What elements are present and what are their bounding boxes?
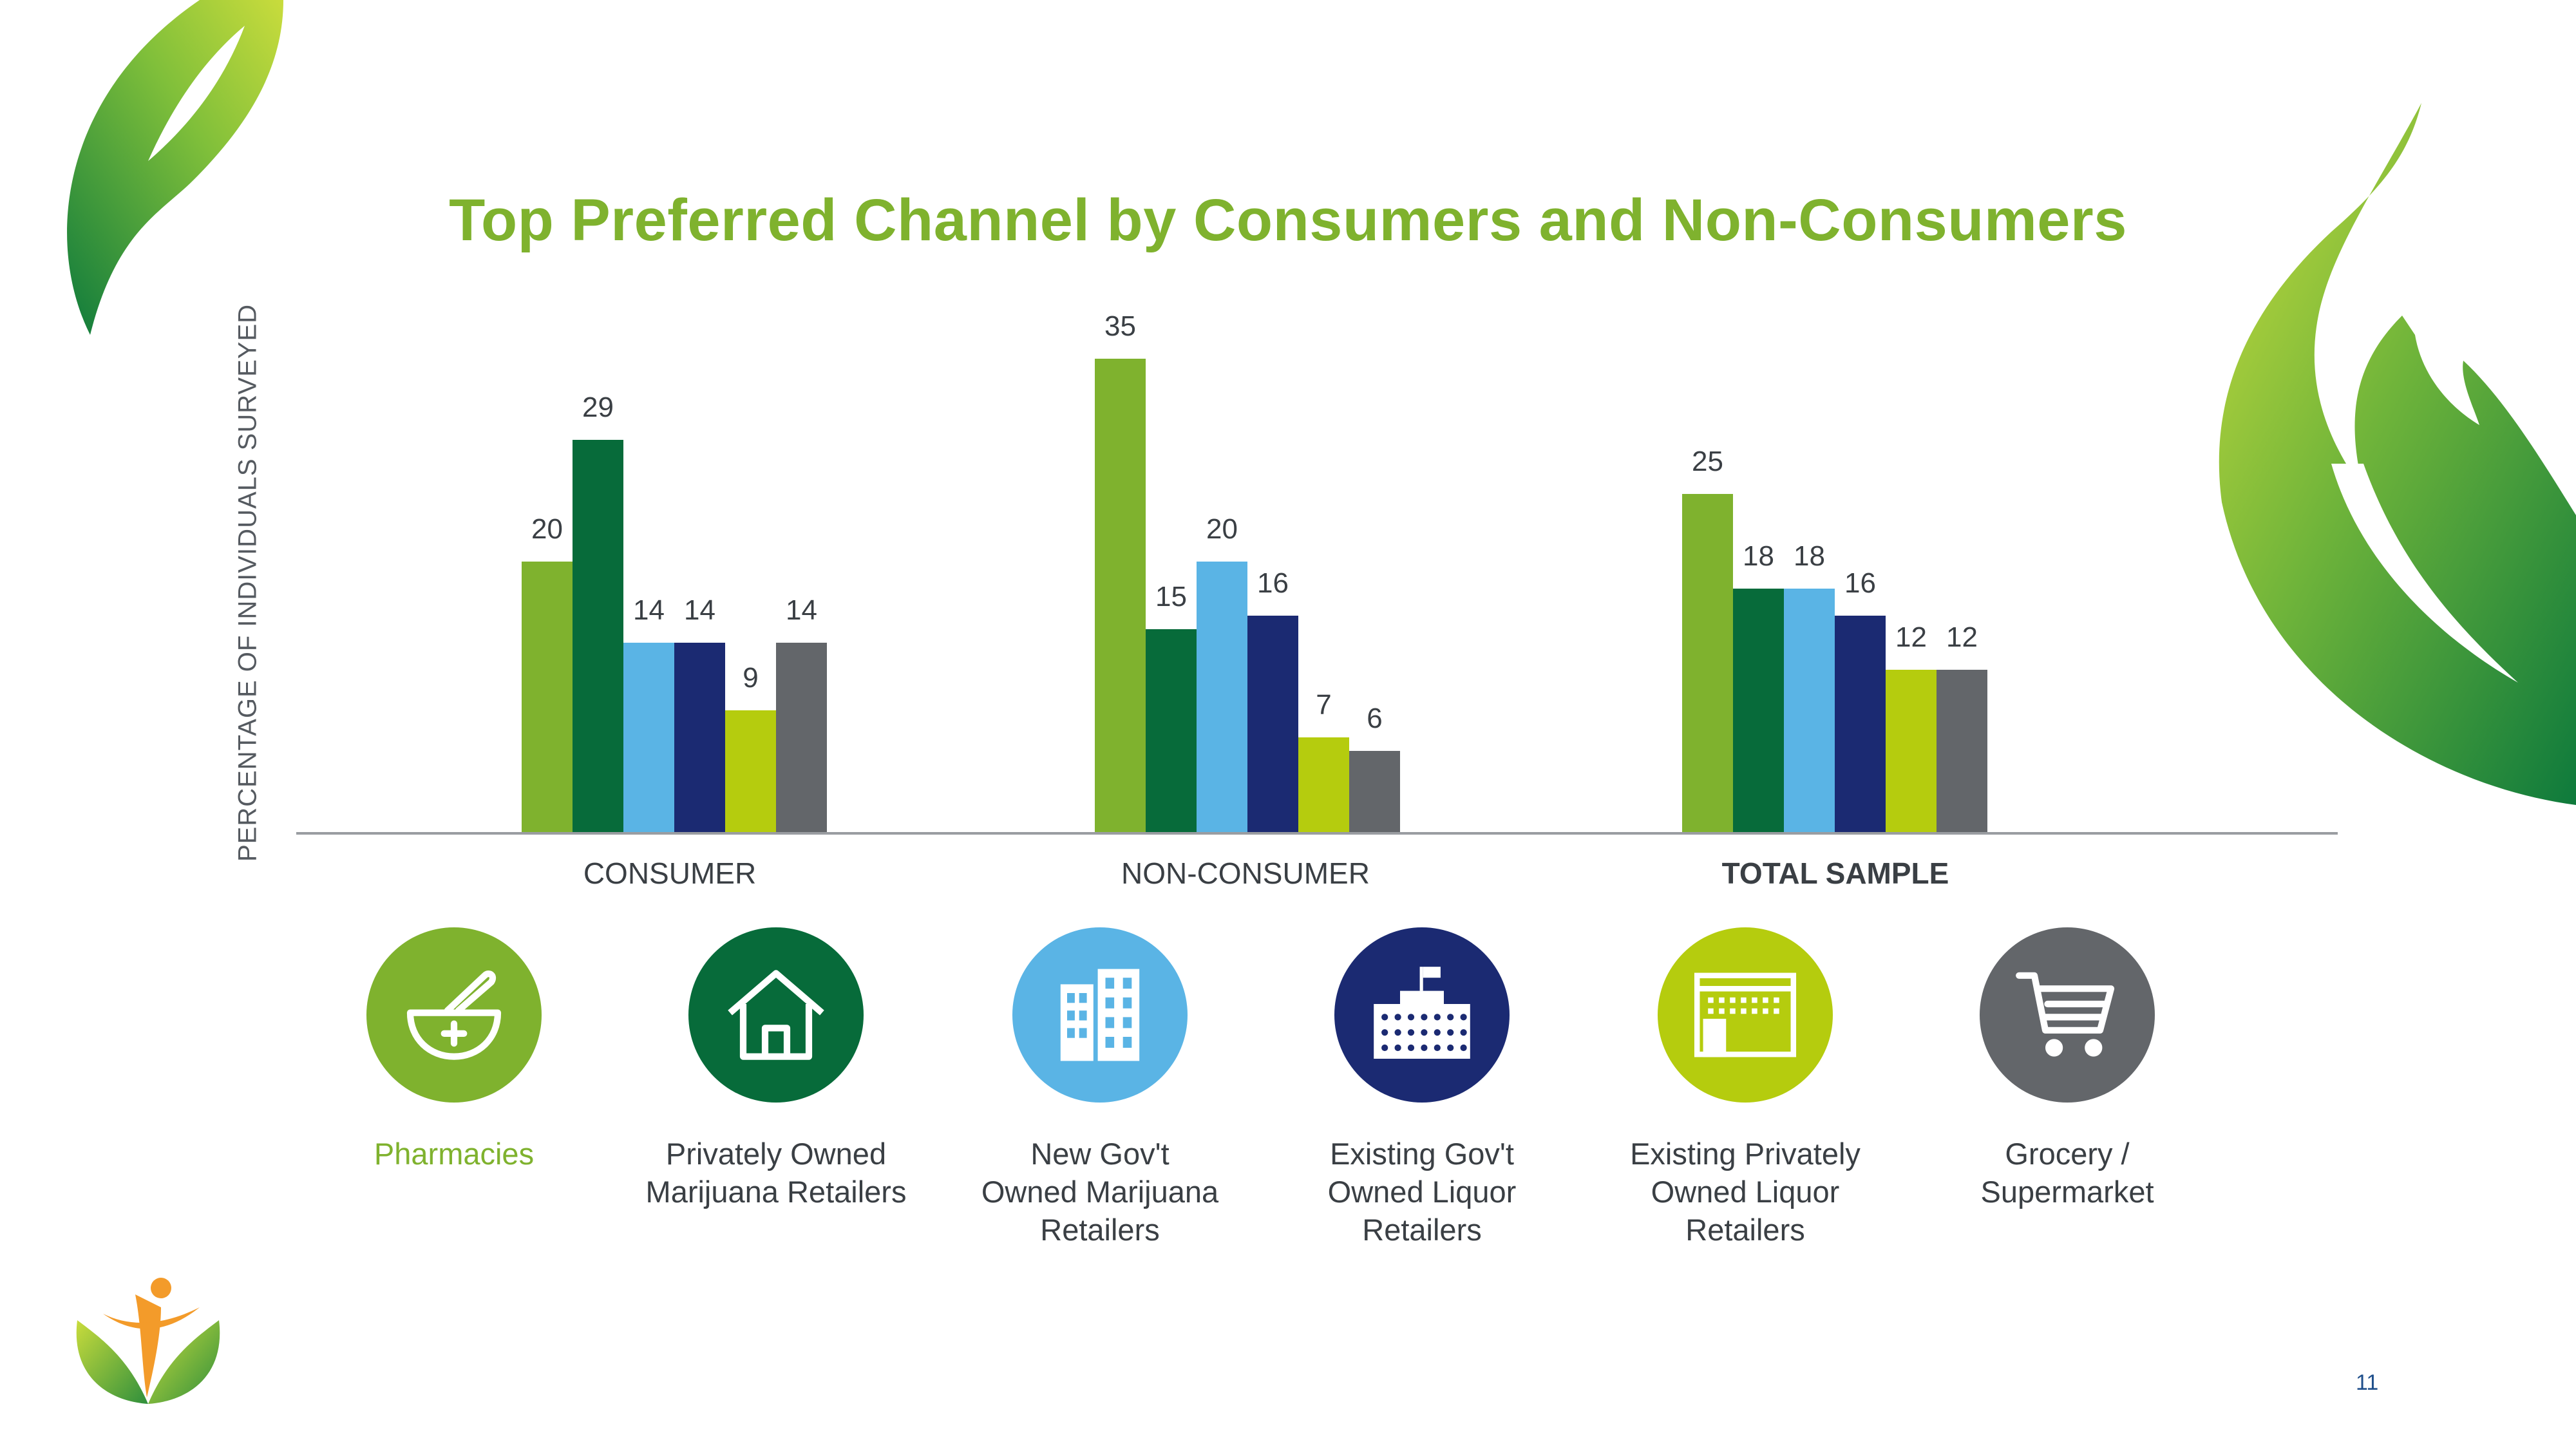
bar	[674, 643, 725, 832]
bar	[1298, 737, 1349, 832]
brand-logo-icon	[76, 1278, 220, 1404]
bar-value-label: 14	[684, 594, 715, 626]
bar-value-label: 16	[1844, 567, 1876, 599]
channel-label: Grocery / Supermarket	[1980, 1137, 2154, 1209]
channel-item: Existing Gov't Owned Liquor Retailers	[1255, 927, 1589, 1249]
x-category-label: TOTAL SAMPLE	[1722, 857, 1949, 890]
x-category-label: NON-CONSUMER	[1121, 857, 1370, 890]
channel-item: Grocery / Supermarket	[1900, 927, 2235, 1211]
shopping-cart-icon	[1980, 927, 2155, 1103]
bar	[1886, 670, 1937, 832]
bar	[725, 710, 776, 832]
storefront-icon	[1658, 927, 1833, 1103]
bar-value-label: 20	[531, 513, 563, 545]
bar-value-label: 18	[1743, 540, 1774, 572]
leaf-decoration-icon	[67, 0, 283, 335]
bar	[776, 643, 827, 832]
bar	[1682, 494, 1733, 832]
bar-value-label: 12	[1895, 621, 1927, 653]
channel-item: Pharmacies	[287, 927, 621, 1173]
bar-value-label: 7	[1316, 689, 1331, 721]
government-building-icon	[1334, 927, 1510, 1103]
channel-label: Pharmacies	[374, 1137, 535, 1171]
bar-value-label: 29	[582, 392, 614, 423]
bar-value-label: 9	[743, 662, 758, 694]
bar	[1835, 616, 1886, 832]
channel-item: Existing Privately Owned Liquor Retailer…	[1578, 927, 1913, 1249]
channel-label: New Gov't Owned Marijuana Retailers	[981, 1137, 1219, 1247]
bar-value-label: 16	[1257, 567, 1289, 599]
bar	[522, 562, 573, 832]
bar-value-label: 35	[1104, 310, 1136, 342]
bar-value-label: 15	[1155, 581, 1187, 612]
bar	[1095, 359, 1146, 832]
office-building-icon	[1012, 927, 1188, 1103]
channel-label: Privately Owned Marijuana Retailers	[645, 1137, 907, 1209]
bar	[1733, 589, 1784, 832]
bar	[1247, 616, 1298, 832]
bar-value-label: 14	[633, 594, 665, 626]
channel-item: Privately Owned Marijuana Retailers	[609, 927, 943, 1211]
channel-label: Existing Privately Owned Liquor Retailer…	[1630, 1137, 1861, 1247]
bar-value-label: 25	[1692, 446, 1723, 477]
bar	[623, 643, 674, 832]
bar	[1937, 670, 1987, 832]
bar	[1784, 589, 1835, 832]
bar-value-label: 12	[1946, 621, 1978, 653]
bar	[1146, 629, 1197, 832]
house-icon	[688, 927, 864, 1103]
chart-title: Top Preferred Channel by Consumers and N…	[449, 187, 2127, 253]
bar	[1349, 751, 1400, 832]
page-number: 11	[2356, 1370, 2379, 1395]
bar-value-label: 14	[786, 594, 817, 626]
bar	[573, 440, 623, 832]
bar	[1197, 562, 1247, 832]
bar-value-label: 6	[1367, 703, 1382, 734]
channel-item: New Gov't Owned Marijuana Retailers	[933, 927, 1267, 1249]
bar-value-label: 20	[1206, 513, 1238, 545]
channel-label: Existing Gov't Owned Liquor Retailers	[1327, 1137, 1517, 1247]
leaf-decoration-icon	[2219, 103, 2576, 805]
bar-value-label: 18	[1794, 540, 1825, 572]
mortar-pestle-icon	[366, 927, 542, 1103]
x-category-label: CONSUMER	[583, 857, 756, 890]
